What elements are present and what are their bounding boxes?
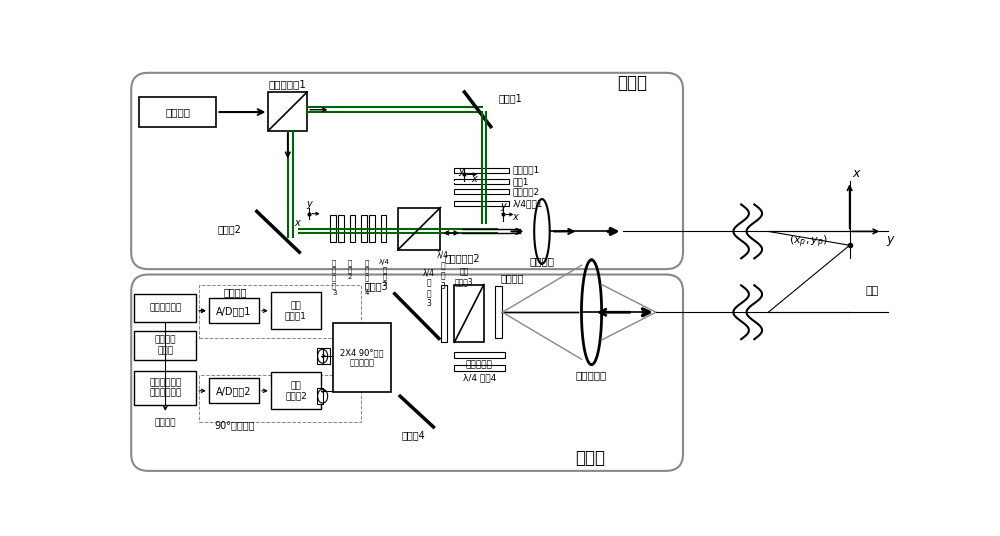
Text: 偏振分光镜2: 偏振分光镜2: [444, 254, 480, 263]
Text: y: y: [886, 233, 894, 245]
FancyBboxPatch shape: [134, 331, 196, 360]
Text: 接收端: 接收端: [575, 449, 605, 467]
Text: λ/4
波
片
3: λ/4 波 片 3: [423, 269, 435, 309]
Text: 平衡
探测器1: 平衡 探测器1: [285, 301, 307, 321]
Text: 反射镜3: 反射镜3: [365, 281, 389, 291]
FancyBboxPatch shape: [338, 215, 344, 242]
FancyBboxPatch shape: [454, 364, 505, 371]
Text: 发射主镜: 发射主镜: [529, 256, 554, 266]
FancyBboxPatch shape: [454, 167, 509, 173]
FancyBboxPatch shape: [398, 207, 440, 250]
Text: 发射端: 发射端: [618, 74, 648, 92]
FancyBboxPatch shape: [134, 294, 196, 322]
FancyBboxPatch shape: [271, 292, 321, 329]
Text: x: x: [852, 167, 860, 180]
FancyBboxPatch shape: [134, 371, 196, 405]
Text: 偏振分光镜1: 偏振分光镜1: [269, 79, 307, 90]
Text: 柱
面
透
镜
3: 柱 面 透 镜 3: [332, 259, 336, 295]
FancyBboxPatch shape: [454, 202, 509, 206]
FancyBboxPatch shape: [139, 98, 216, 126]
FancyBboxPatch shape: [361, 215, 367, 242]
Text: y: y: [307, 199, 312, 209]
Text: 窗口1: 窗口1: [512, 177, 529, 186]
Text: 接收望远镜: 接收望远镜: [576, 370, 607, 381]
Text: 图像处理和系
统控制计算机: 图像处理和系 统控制计算机: [149, 378, 181, 397]
Text: 反射镜2: 反射镜2: [218, 224, 242, 234]
Text: λ/4
波
片
3: λ/4 波 片 3: [437, 251, 449, 291]
FancyBboxPatch shape: [333, 323, 391, 392]
Text: $(x_p, y_p)$: $(x_p, y_p)$: [789, 233, 828, 250]
Text: A/D变换1: A/D变换1: [216, 306, 252, 316]
Text: y: y: [459, 166, 464, 176]
Text: 柱面透镜2: 柱面透镜2: [512, 187, 540, 196]
FancyBboxPatch shape: [268, 92, 307, 131]
FancyBboxPatch shape: [454, 352, 505, 358]
FancyBboxPatch shape: [317, 348, 323, 364]
Text: 柱
面
透
镜
4: 柱 面 透 镜 4: [365, 259, 369, 295]
Text: A/D变换2: A/D变换2: [216, 386, 252, 396]
FancyBboxPatch shape: [317, 389, 323, 404]
Text: λ/4波片1: λ/4波片1: [512, 199, 543, 208]
FancyBboxPatch shape: [330, 215, 336, 242]
Text: 激光光源: 激光光源: [165, 107, 190, 117]
FancyBboxPatch shape: [350, 215, 355, 242]
FancyBboxPatch shape: [381, 215, 386, 242]
Text: 复数化转换器: 复数化转换器: [149, 303, 181, 312]
FancyBboxPatch shape: [454, 189, 509, 195]
FancyBboxPatch shape: [209, 378, 259, 403]
Text: 柱面透镜1: 柱面透镜1: [512, 165, 540, 174]
Text: x: x: [294, 218, 300, 228]
Text: 干涉滤光片: 干涉滤光片: [466, 360, 493, 369]
Text: 偏振
分光镜3: 偏振 分光镜3: [455, 267, 474, 287]
Text: 90°相移通道: 90°相移通道: [215, 420, 255, 430]
Text: 回波数据
存储器: 回波数据 存储器: [155, 336, 176, 355]
FancyBboxPatch shape: [454, 179, 509, 184]
Text: 窗
口
2: 窗 口 2: [348, 259, 352, 280]
Text: 输出图像: 输出图像: [155, 419, 176, 428]
FancyBboxPatch shape: [209, 299, 259, 323]
Text: 目标: 目标: [865, 286, 878, 296]
FancyBboxPatch shape: [454, 285, 484, 343]
FancyBboxPatch shape: [454, 181, 509, 183]
Text: 视场光阑: 视场光阑: [501, 273, 524, 284]
FancyBboxPatch shape: [369, 215, 375, 242]
Text: 2X4 90°空间
光学桥接器: 2X4 90°空间 光学桥接器: [340, 348, 384, 367]
Text: 反射镜1: 反射镜1: [499, 93, 522, 103]
Text: x: x: [512, 212, 518, 222]
FancyBboxPatch shape: [271, 373, 321, 410]
Text: x: x: [471, 174, 477, 184]
FancyBboxPatch shape: [495, 286, 502, 338]
FancyBboxPatch shape: [441, 285, 447, 343]
Text: 反射镜4: 反射镜4: [401, 430, 425, 440]
Text: y: y: [500, 201, 506, 211]
Text: λ/4 波片4: λ/4 波片4: [463, 373, 496, 382]
Text: 平衡
探测器2: 平衡 探测器2: [285, 381, 307, 400]
Text: λ/4
波
片
2: λ/4 波 片 2: [379, 259, 390, 287]
Text: 同相通道: 同相通道: [223, 287, 247, 297]
